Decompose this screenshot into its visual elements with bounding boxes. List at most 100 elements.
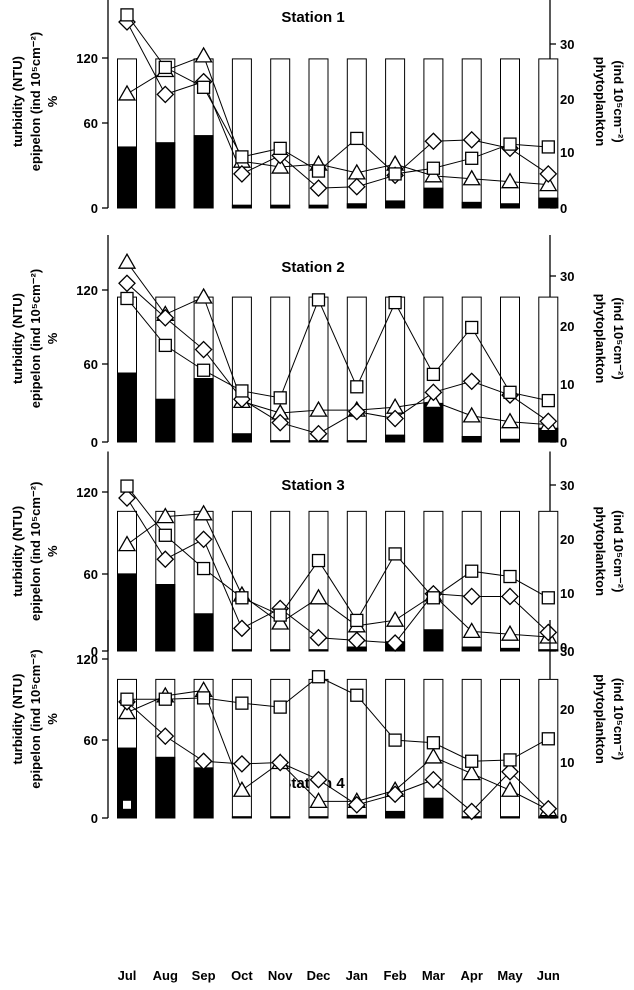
diamond-series-point <box>347 631 366 650</box>
square-series-point <box>235 696 249 710</box>
square-series-point <box>196 561 211 576</box>
left-axis-label: % <box>45 545 60 557</box>
bar-black <box>500 203 520 209</box>
square-series-point <box>235 384 249 398</box>
square-series-point <box>158 338 172 353</box>
right-tick-label: 30 <box>560 478 574 493</box>
left-axis-label: % <box>45 332 60 344</box>
bar-black <box>538 649 559 652</box>
diamond-series-point <box>156 727 175 746</box>
triangle-series-point <box>117 84 137 101</box>
square-series-line <box>126 298 549 402</box>
bar-black <box>270 440 291 443</box>
right-tick-label: 30 <box>560 37 574 52</box>
diamond-series-point <box>462 802 481 821</box>
square-series-line <box>126 14 549 175</box>
triangle-series-point <box>271 613 290 630</box>
left-axis-label: turbidity (NTU) <box>10 674 25 765</box>
square-series-point <box>388 733 402 747</box>
right-tick-label: 10 <box>560 755 574 770</box>
bar-black <box>346 440 367 443</box>
diamond-series-point <box>424 132 443 151</box>
bar-black <box>308 649 329 652</box>
square-series-point <box>120 479 134 493</box>
square-series-point <box>235 591 249 605</box>
square-series-point <box>273 391 287 405</box>
bar-black <box>500 816 520 819</box>
square-series-point <box>120 291 134 306</box>
bar-inner-marker <box>123 800 131 809</box>
bar-black <box>231 433 252 443</box>
right-tick-label: 20 <box>560 532 574 547</box>
diamond-series-point <box>194 340 213 359</box>
square-series-line <box>126 485 549 622</box>
right-tick-label: 0 <box>560 201 567 216</box>
diamond-series-line <box>126 282 549 435</box>
right-tick-label: 20 <box>560 319 574 334</box>
diamond-series-point <box>309 770 328 789</box>
triangle-series-point <box>194 504 213 521</box>
bar-black <box>461 435 482 443</box>
x-tick-label: Mar <box>422 968 445 983</box>
panel-station-2: Station 2 0 60 120 0 10 20 30 turbidity (NTU) epi… <box>10 235 626 450</box>
triangle-series-point <box>500 172 520 189</box>
diamond-series-point <box>309 424 328 443</box>
diamond-series-point <box>462 372 481 391</box>
square-series-point <box>503 569 517 584</box>
left-tick-label: 120 <box>76 51 98 66</box>
square-series-point <box>541 732 555 746</box>
diamond-series-point <box>271 413 290 432</box>
right-axis-label: (ind 10⁵cm⁻²) <box>611 60 626 142</box>
triangle-series-point <box>309 400 328 417</box>
bar-black <box>270 204 291 209</box>
right-tick-label: 0 <box>560 640 567 655</box>
bar-black <box>346 203 367 209</box>
square-series-point <box>120 8 134 22</box>
square-series-point <box>426 161 441 175</box>
square-series-point <box>350 688 364 702</box>
bar-black <box>385 200 406 209</box>
diamond-series-point <box>386 409 405 428</box>
bar-black <box>155 756 176 819</box>
square-series-point <box>541 591 555 605</box>
bar-black <box>117 146 137 209</box>
diamond-series-point <box>539 412 558 431</box>
right-tick-label: 10 <box>560 377 574 392</box>
left-tick-label: 0 <box>91 811 98 826</box>
right-axis-label: (ind 10⁵cm⁻²) <box>611 297 626 379</box>
right-axis-label: phytoplankton <box>593 294 608 384</box>
triangle-series-point <box>462 406 481 423</box>
diamond-series-line <box>126 21 549 189</box>
square-series-point <box>503 753 517 767</box>
bar-total <box>270 678 291 819</box>
diamond-series-line <box>126 701 549 813</box>
triangle-series-line <box>126 513 549 638</box>
left-tick-label: 60 <box>84 567 98 582</box>
diamond-series-point <box>309 179 328 198</box>
bar-total <box>385 510 406 652</box>
bar-black <box>385 434 406 443</box>
diamond-series-point <box>194 752 213 771</box>
bar-total <box>231 296 252 443</box>
x-tick-label: Apr <box>461 968 483 983</box>
x-tick-label: Oct <box>231 968 253 983</box>
diamond-series-point <box>462 130 481 149</box>
right-tick-label: 0 <box>560 811 567 826</box>
square-series-point <box>196 80 211 94</box>
square-series-point <box>350 380 364 394</box>
x-tick-label: Feb <box>384 968 407 983</box>
bar-black <box>193 378 214 443</box>
square-series-point <box>311 553 326 568</box>
bar-black <box>155 584 176 652</box>
square-series-point <box>541 140 555 154</box>
bar-black <box>117 573 137 652</box>
triangle-series-point <box>500 412 520 429</box>
diamond-series-point <box>386 634 405 652</box>
right-tick-label: 20 <box>560 92 574 107</box>
diamond-series-point <box>232 754 251 773</box>
bar-total <box>385 58 406 209</box>
right-axis-label: (ind 10⁵cm⁻²) <box>611 510 626 592</box>
square-series-point <box>388 167 402 181</box>
square-series-point <box>311 670 326 684</box>
square-series-point <box>158 60 172 75</box>
